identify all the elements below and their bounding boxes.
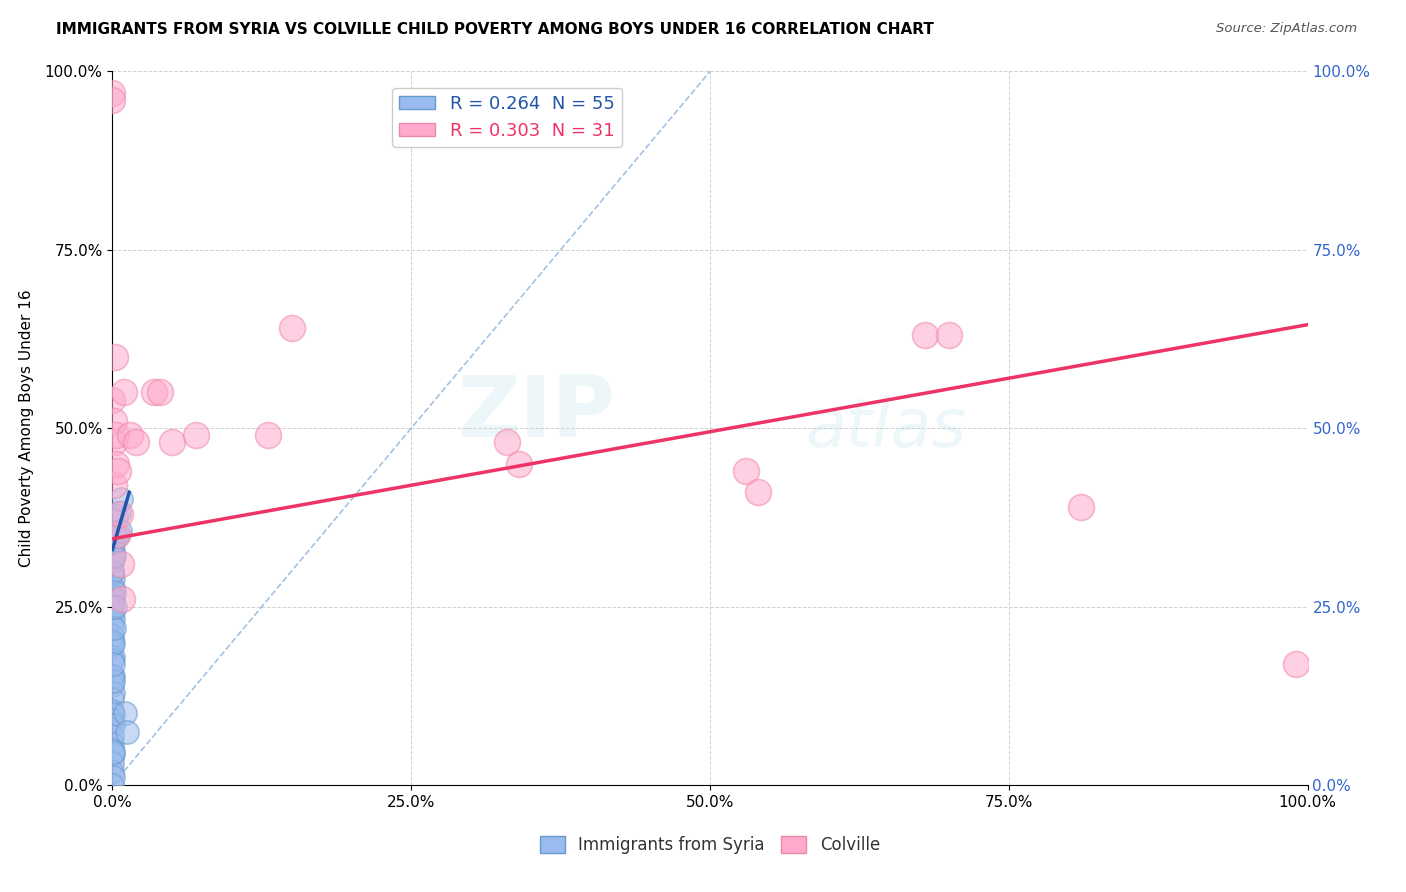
Point (101, 597, 124, 611)
Point (101, 620, 124, 634)
Point (101, 607, 124, 621)
Point (101, 571, 124, 585)
Point (101, 630, 124, 644)
Point (186, 428, 208, 442)
Point (103, 621, 125, 635)
Point (101, 737, 124, 751)
Point (101, 743, 124, 757)
Text: atlas: atlas (806, 395, 967, 461)
Point (101, 526, 124, 541)
Point (101, 686, 124, 700)
Point (101, 612, 124, 626)
Point (101, 707, 124, 722)
Point (101, 600, 124, 615)
Point (101, 669, 124, 683)
Point (257, 428, 280, 442)
Point (101, 770, 124, 784)
Point (104, 600, 127, 615)
Point (104, 350, 127, 364)
Point (105, 528, 128, 542)
Point (108, 524, 131, 538)
Text: ZIP: ZIP (457, 372, 614, 456)
Point (101, 636, 124, 650)
Point (101, 86, 124, 100)
Point (104, 529, 127, 543)
Point (101, 713, 124, 727)
Y-axis label: Child Poverty Among Boys Under 16: Child Poverty Among Boys Under 16 (18, 289, 34, 567)
Legend: Immigrants from Syria, Colville: Immigrants from Syria, Colville (531, 828, 889, 863)
Point (103, 549, 125, 563)
Point (101, 588, 124, 602)
Point (162, 435, 183, 450)
Point (107, 506, 129, 520)
Point (101, 591, 124, 605)
Point (101, 526, 124, 541)
Point (115, 724, 138, 739)
Point (101, 543, 124, 558)
Point (114, 706, 136, 720)
Point (101, 581, 124, 595)
Point (105, 457, 128, 471)
Point (107, 464, 129, 478)
Point (101, 674, 124, 689)
Text: IMMIGRANTS FROM SYRIA VS COLVILLE CHILD POVERTY AMONG BOYS UNDER 16 CORRELATION : IMMIGRANTS FROM SYRIA VS COLVILLE CHILD … (56, 22, 934, 37)
Point (101, 555, 124, 569)
Point (101, 692, 124, 706)
Point (101, 657, 124, 672)
Point (281, 321, 304, 335)
Point (101, 537, 124, 551)
Point (101, 634, 124, 648)
Point (111, 592, 134, 607)
Point (508, 457, 530, 471)
Point (110, 557, 132, 571)
Point (143, 385, 166, 400)
Point (125, 435, 148, 450)
Point (101, 649, 124, 664)
Text: Source: ZipAtlas.com: Source: ZipAtlas.com (1216, 22, 1357, 36)
Point (101, 639, 124, 653)
Point (101, 669, 124, 683)
Point (101, 717, 124, 731)
Point (101, 565, 124, 579)
Point (101, 729, 124, 743)
Point (149, 385, 172, 400)
Point (103, 414, 125, 428)
Point (108, 507, 131, 521)
Point (105, 428, 128, 442)
Point (105, 528, 128, 542)
Point (1070, 500, 1092, 514)
Point (101, 778, 124, 792)
Point (101, 93, 124, 107)
Point (101, 549, 124, 563)
Point (101, 653, 124, 667)
Point (938, 328, 960, 343)
Point (1285, 657, 1308, 671)
Point (103, 435, 125, 450)
Point (101, 756, 124, 770)
Point (114, 385, 135, 400)
Point (105, 508, 128, 523)
Point (120, 428, 142, 442)
Point (101, 678, 124, 692)
Point (101, 747, 124, 762)
Point (101, 764, 124, 779)
Point (103, 478, 125, 492)
Point (747, 485, 769, 500)
Point (110, 492, 132, 507)
Point (103, 584, 125, 599)
Point (101, 704, 124, 718)
Point (914, 328, 936, 343)
Point (735, 464, 758, 478)
Point (101, 566, 124, 580)
Point (103, 745, 125, 759)
Point (496, 435, 519, 450)
Point (101, 392, 124, 407)
